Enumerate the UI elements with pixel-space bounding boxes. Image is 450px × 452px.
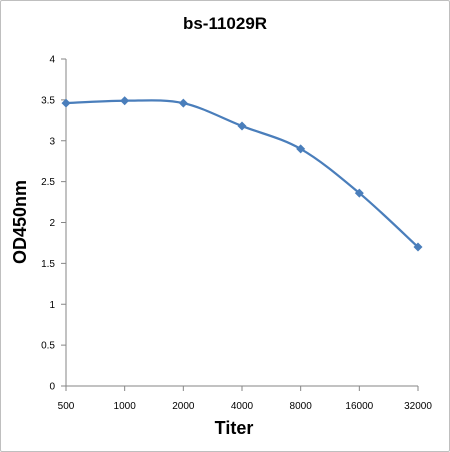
data-point-marker bbox=[413, 242, 423, 252]
x-tick-label: 4000 bbox=[231, 401, 254, 412]
x-tick-label: 1000 bbox=[114, 401, 137, 412]
y-tick-label: 1 bbox=[49, 300, 55, 311]
data-point-marker bbox=[237, 121, 247, 131]
x-tick-label: 500 bbox=[58, 401, 75, 412]
chart-title: bs-11029R bbox=[183, 14, 267, 33]
x-axis-ticks: 500 1000 2000 4000 8000 16000 32000 bbox=[58, 386, 432, 412]
y-tick-label: 0 bbox=[49, 382, 55, 393]
y-tick-label: 0.5 bbox=[41, 341, 55, 352]
y-tick-label: 1.5 bbox=[41, 259, 55, 270]
x-tick-label: 16000 bbox=[345, 401, 373, 412]
x-axis-title: Titer bbox=[215, 418, 254, 438]
data-point-marker bbox=[61, 98, 71, 108]
data-point-marker bbox=[120, 96, 130, 106]
series-markers bbox=[61, 96, 423, 252]
y-tick-label: 3.5 bbox=[41, 95, 55, 106]
y-axis-ticks: 0 0.5 1 1.5 2 2.5 3 3.5 4 bbox=[41, 55, 66, 393]
data-point-marker bbox=[354, 188, 364, 198]
x-tick-label: 2000 bbox=[172, 401, 195, 412]
x-tick-label: 32000 bbox=[404, 401, 432, 412]
y-tick-label: 4 bbox=[49, 55, 55, 66]
y-tick-label: 2 bbox=[49, 218, 55, 229]
y-axis-title: OD450nm bbox=[10, 180, 30, 264]
data-point-marker bbox=[178, 98, 188, 108]
y-tick-label: 3 bbox=[49, 136, 55, 147]
y-tick-label: 2.5 bbox=[41, 177, 55, 188]
x-tick-label: 8000 bbox=[290, 401, 313, 412]
data-point-marker bbox=[296, 144, 306, 154]
